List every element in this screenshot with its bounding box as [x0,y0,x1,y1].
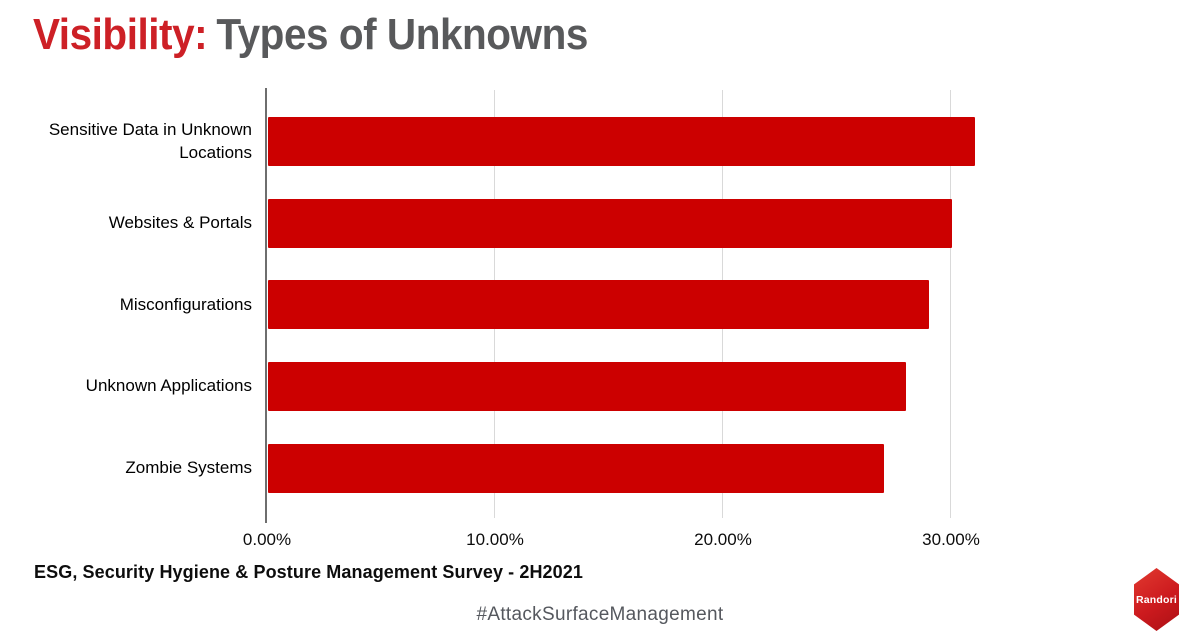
gridline-30pct [950,90,951,518]
category-label: Unknown Applications [85,376,252,396]
y-axis-line [265,88,267,523]
hashtag: #AttackSurfaceManagement [476,604,724,625]
page-title-rest: Types of Unknowns [216,10,588,59]
category-label: Websites & Portals [108,212,252,232]
randori-logo-label: Randori [1135,593,1178,606]
x-axis-tick-label: 10.00% [466,530,524,549]
x-axis-tick-label: 30.00% [922,530,980,549]
chart-row: Sensitive Data in Unknown Locations [0,101,1180,183]
chart-row: Misconfigurations [0,264,1180,346]
bar-zone [268,427,1180,509]
page-title: Visibility: Types of Unknowns [33,10,588,61]
category-label: Sensitive Data in Unknown Locations [48,119,252,162]
category-label: Misconfigurations [119,294,252,314]
page-title-accent: Visibility: [33,10,208,59]
chart-row: Zombie Systems [0,427,1180,509]
bar-zombie-systems [268,443,884,493]
bar-sensitive-data [268,117,975,167]
source-note: ESG, Security Hygiene & Posture Manageme… [34,562,583,582]
category-label: Zombie Systems [125,457,252,477]
bar-websites-portals [268,198,952,248]
bar-zone [268,101,1180,183]
x-axis-tick-label: 20.00% [694,530,752,549]
bar-misconfigurations [268,280,930,330]
bar-zone [268,346,1180,428]
bar-rows: Sensitive Data in Unknown Locations Webs… [0,101,1180,509]
bar-unknown-applications [268,362,907,412]
chart-row: Unknown Applications [0,346,1180,428]
x-axis-tick-label: 0.00% [242,530,292,549]
bar-zone [268,183,1180,265]
bar-zone [268,264,1180,346]
chart-row: Websites & Portals [0,183,1180,265]
